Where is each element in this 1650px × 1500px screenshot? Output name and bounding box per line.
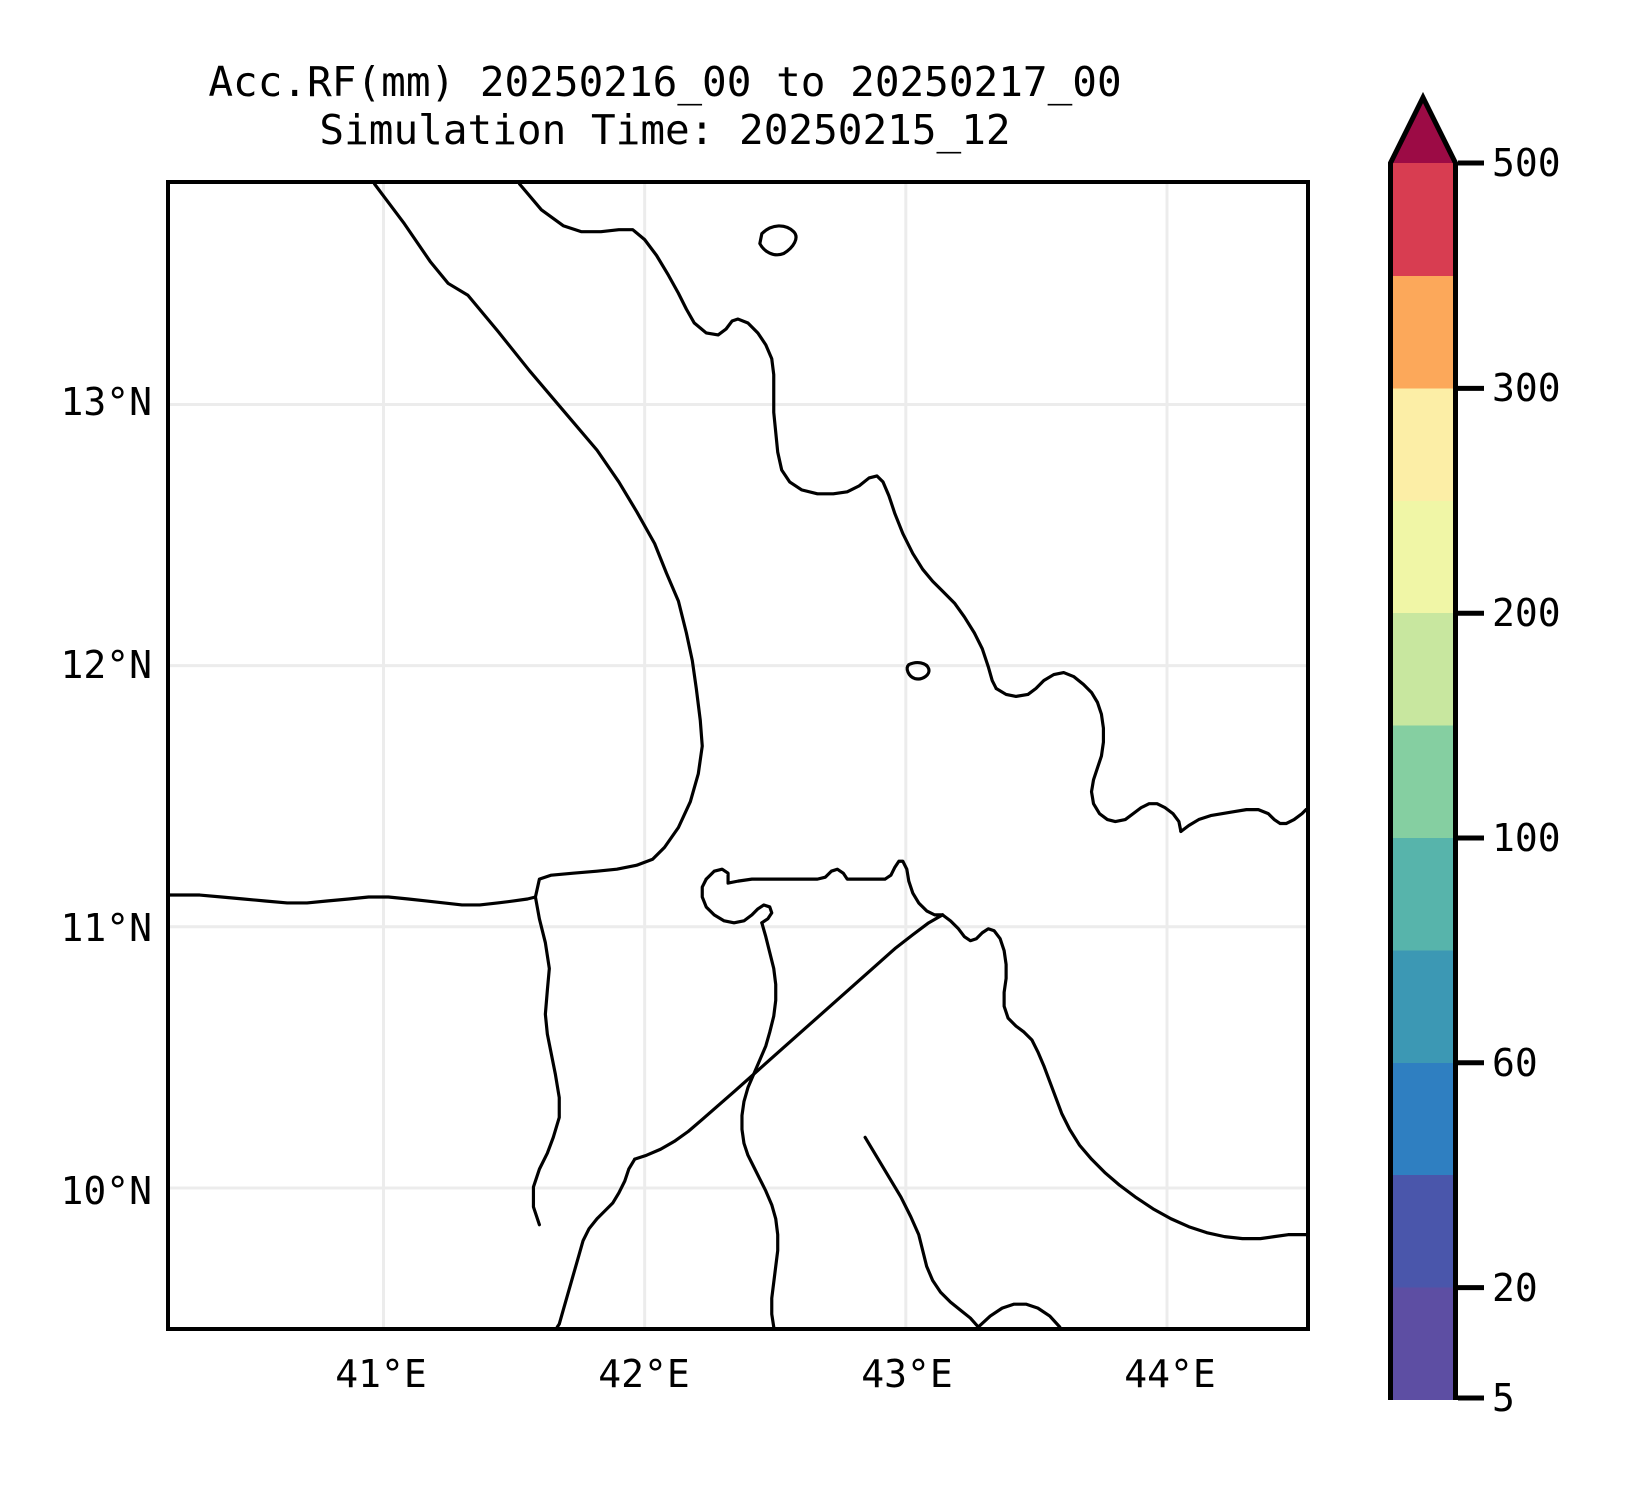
- cbar-tick-label-200: 200: [1492, 591, 1561, 635]
- lat-tick-13N: 13°N: [60, 380, 152, 424]
- cbar-tick-label-20: 20: [1492, 1266, 1538, 1310]
- coastline-gulf-tadjoura-north: [994, 670, 1183, 834]
- island-marker-2: [905, 660, 931, 681]
- coastline-eritrea-shore: [517, 184, 998, 691]
- title-line-2: Simulation Time: 20250215_12: [319, 106, 1011, 155]
- cbar-tick-label-100: 100: [1492, 816, 1561, 860]
- lon-tick-43E: 43°E: [861, 1352, 953, 1396]
- lat-tick-12N: 12°N: [60, 643, 152, 687]
- cbar-band-0: [1388, 1287, 1458, 1400]
- colorbar-extend-arrow: [1388, 96, 1458, 163]
- island-marker-1: [758, 224, 798, 257]
- border-ethiopia-djibouti-diagonal: [633, 913, 945, 1161]
- cbar-band-9: [1388, 276, 1458, 389]
- cbar-band-6: [1388, 613, 1458, 726]
- colorbar-bands: [1388, 163, 1458, 1400]
- cbar-band-3: [1388, 950, 1458, 1063]
- map-plot-area: [166, 180, 1310, 1331]
- border-ethiopia-south: [740, 921, 780, 1327]
- border-somaliland-southwest: [863, 1135, 980, 1327]
- map-canvas: [170, 184, 1306, 1327]
- cbar-band-8: [1388, 388, 1458, 501]
- colorbar: [1388, 91, 1484, 1401]
- figure-title: Acc.RF(mm) 20250216_00 to 20250217_00 Si…: [0, 58, 1330, 155]
- cbar-band-7: [1388, 500, 1458, 614]
- colorbar-outline: [1388, 91, 1458, 1400]
- border-ethiopia-somaliland: [555, 1157, 637, 1327]
- lon-tick-44E: 44°E: [1124, 1352, 1216, 1396]
- colorbar-canvas: [1388, 91, 1484, 1401]
- gridlines: [170, 184, 1306, 1327]
- colorbar-tickmarks: [1458, 160, 1484, 1401]
- cbar-band-2: [1388, 1062, 1458, 1176]
- cbar-tick-label-500: 500: [1492, 141, 1561, 185]
- coastline-paths: [170, 184, 1306, 1327]
- border-djibouti-somaliland: [940, 913, 1306, 1241]
- coastline-tadjoura-inner: [704, 859, 945, 917]
- lon-tick-42E: 42°E: [598, 1352, 690, 1396]
- cbar-tick-label-60: 60: [1492, 1041, 1538, 1085]
- coastline-red-sea-west: [372, 184, 704, 1227]
- cbar-band-1: [1388, 1175, 1458, 1288]
- lon-tick-41E: 41°E: [335, 1352, 427, 1396]
- coastline-tadjoura-south: [700, 877, 774, 925]
- border-diagonal-bottom-right: [976, 1302, 1062, 1327]
- border-ethiopia-djibouti-west: [170, 893, 538, 907]
- lat-tick-11N: 11°N: [60, 906, 152, 950]
- cbar-tick-label-300: 300: [1492, 366, 1561, 410]
- cbar-band-5: [1388, 725, 1458, 838]
- cbar-band-10: [1388, 163, 1458, 276]
- coastline-gulf-of-aden-north: [1179, 808, 1306, 834]
- cbar-band-4: [1388, 838, 1458, 951]
- title-line-1: Acc.RF(mm) 20250216_00 to 20250217_00: [208, 58, 1122, 106]
- lat-tick-10N: 10°N: [60, 1169, 152, 1213]
- cbar-tick-label-5: 5: [1492, 1376, 1515, 1420]
